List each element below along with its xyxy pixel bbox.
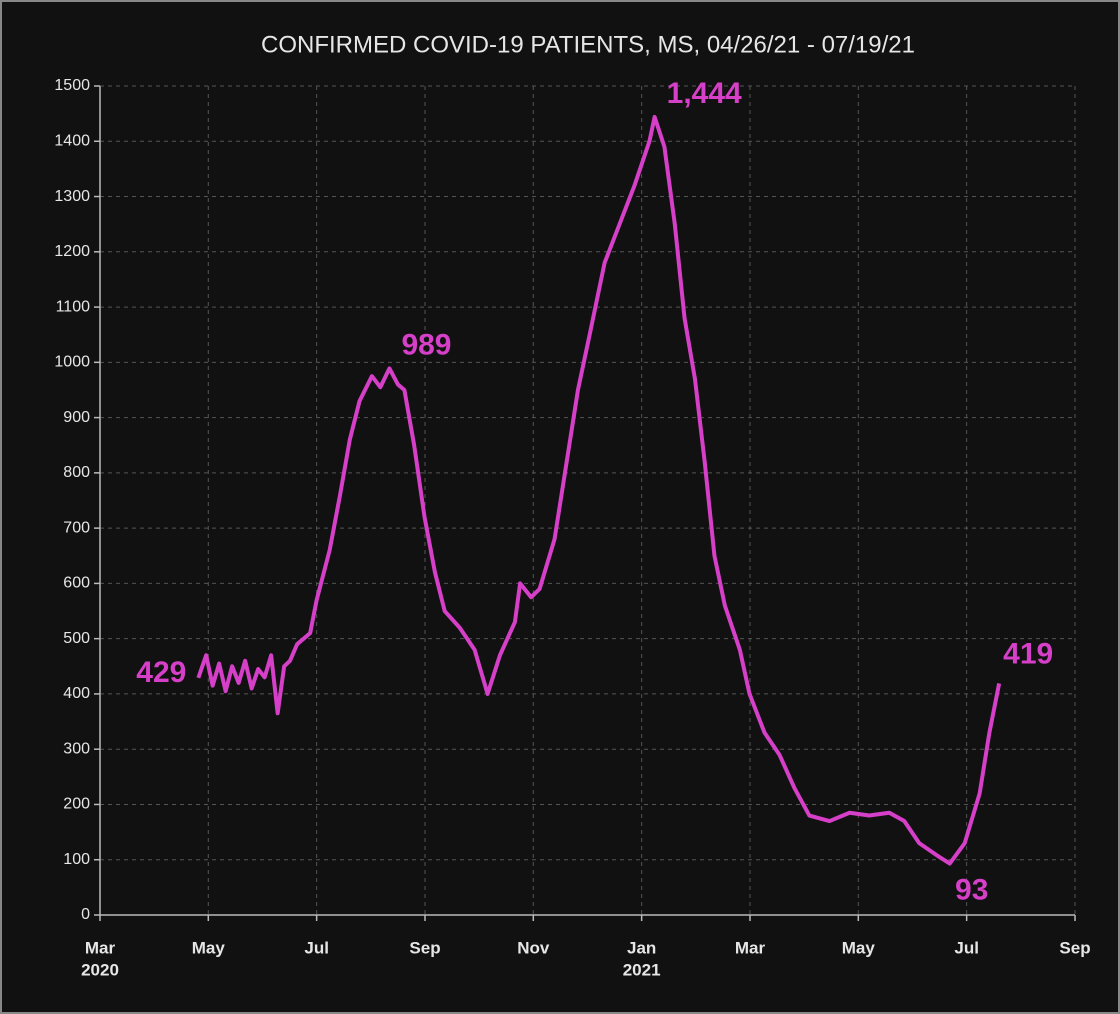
y-tick-label: 300 [63,740,90,757]
x-tick-label: Jul [954,938,979,957]
data-line [196,114,1002,866]
y-tick-label: 0 [81,906,90,923]
value-label: 419 [1003,637,1053,670]
y-tick-label: 1500 [54,77,90,94]
y-tick-label: 900 [63,409,90,426]
x-tick-label: May [192,938,226,957]
x-year-label: 2021 [623,960,661,979]
y-tick-label: 1300 [54,188,90,205]
x-tick-label: Sep [1059,938,1090,957]
chart-title: CONFIRMED COVID-19 PATIENTS, MS, 04/26/2… [261,31,915,58]
y-tick-label: 800 [63,464,90,481]
value-label: 1,444 [667,77,742,110]
y-tick-label: 100 [63,851,90,868]
x-tick-label: Sep [409,938,440,957]
y-tick-label: 400 [63,685,90,702]
x-tick-label: Nov [517,938,550,957]
x-year-label: 2020 [81,960,119,979]
y-tick-label: 1200 [54,243,90,260]
x-tick-label: May [842,938,876,957]
y-tick-label: 600 [63,575,90,592]
y-tick-label: 500 [63,630,90,647]
y-tick-label: 1000 [54,354,90,371]
value-label: 989 [401,328,451,361]
x-tick-label: Jan [627,938,656,957]
x-tick-label: Jul [304,938,329,957]
x-tick-label: Mar [85,938,116,957]
y-tick-label: 1400 [54,132,90,149]
value-label: 93 [955,874,988,907]
x-tick-label: Mar [735,938,766,957]
y-tick-label: 1100 [56,298,91,315]
y-tick-label: 200 [63,796,90,813]
value-label: 429 [136,656,186,689]
y-tick-label: 700 [63,519,90,536]
